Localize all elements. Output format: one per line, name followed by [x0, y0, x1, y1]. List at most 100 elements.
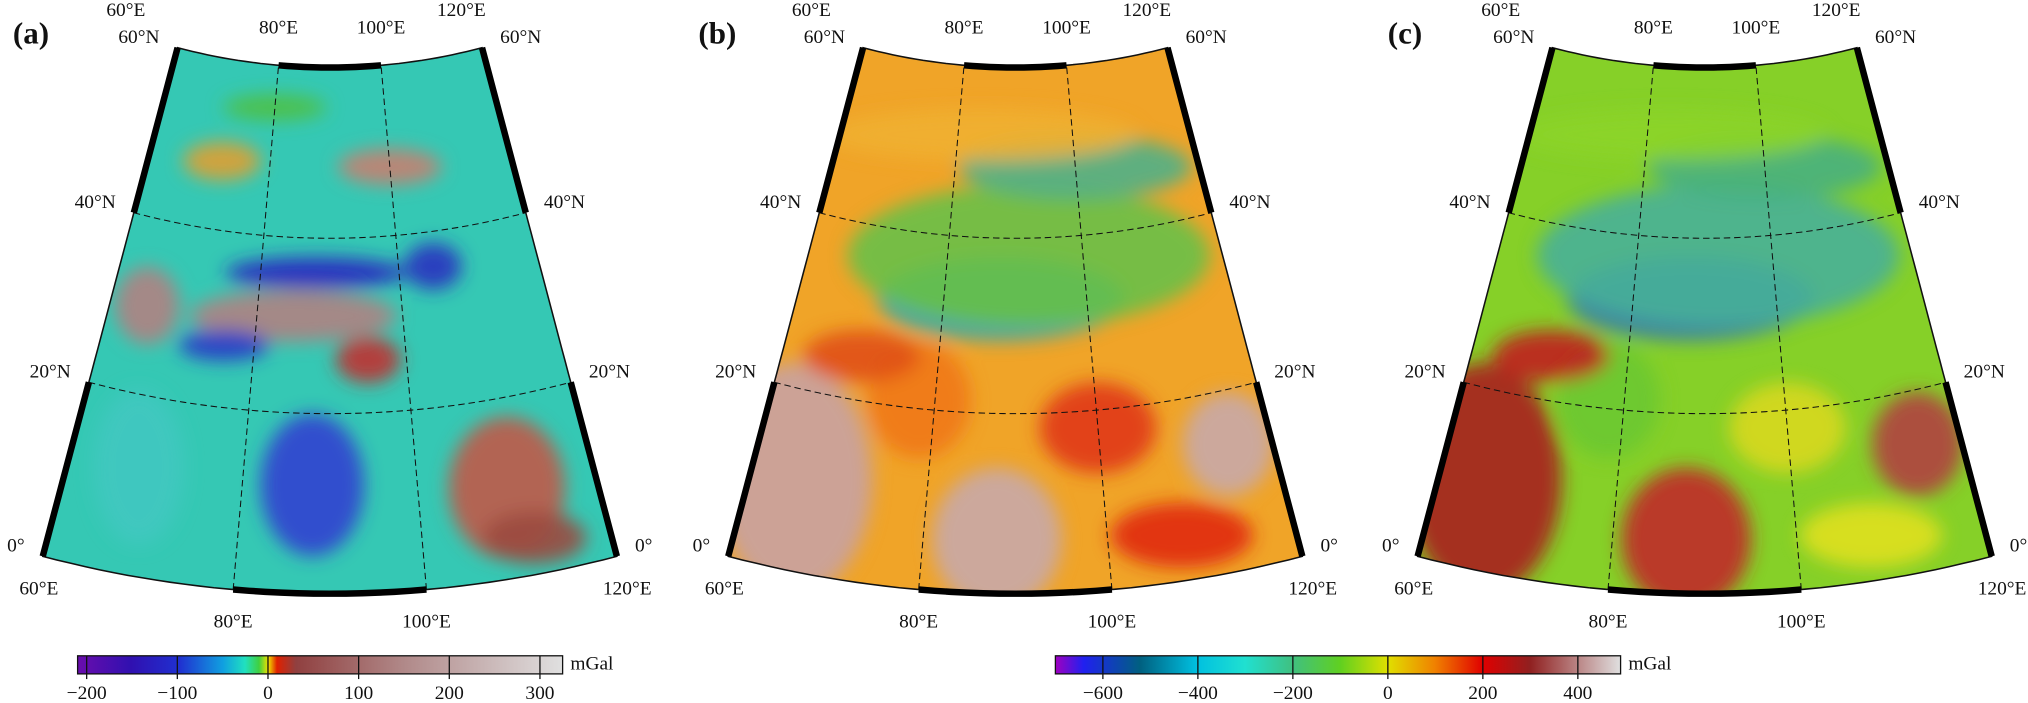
meridian — [1607, 65, 1654, 590]
lat-label-right: 60°N — [1186, 27, 1227, 48]
map-feature — [114, 266, 180, 345]
lat-label-right: 20°N — [589, 362, 630, 383]
meridian — [1755, 65, 1802, 590]
lon-label-bottom: 120°E — [603, 578, 652, 599]
frame-bold — [278, 62, 382, 71]
map-feature — [1492, 330, 1609, 382]
lat-label-left: 60°N — [118, 27, 159, 48]
colorbar-tick-label: 0 — [1383, 683, 1393, 703]
lon-label-top: 120°E — [1122, 0, 1171, 21]
parallel — [1463, 381, 1946, 415]
map-feature — [1110, 502, 1253, 568]
parallel — [88, 381, 571, 415]
lat-label-right: 40°N — [1229, 192, 1270, 213]
lat-label-left: 0° — [693, 536, 710, 557]
map-feature — [404, 242, 462, 290]
lat-label-left: 60°N — [804, 27, 845, 48]
frame-bold — [816, 46, 867, 214]
frame-bold — [1653, 62, 1757, 71]
frame-bold — [918, 586, 1113, 597]
map-feature — [825, 108, 1137, 161]
map-feature — [178, 329, 270, 361]
lon-label-top: 100°E — [1042, 18, 1091, 39]
lon-label-top: 120°E — [1812, 0, 1861, 21]
map-panel: (b) 60°E 60°E 80°E 80°E 100°E 100°E 120°E 120°E 0… — [693, 0, 1338, 633]
map-feature — [225, 257, 407, 289]
colorbar-tick-label: −600 — [1083, 683, 1123, 703]
map-feature — [189, 289, 397, 342]
lat-label-left: 20°N — [30, 362, 71, 383]
lat-label-right: 40°N — [1919, 192, 1960, 213]
lon-label-bottom: 80°E — [214, 612, 253, 633]
map-panel: (c) 60°E 60°E 80°E 80°E 100°E 100°E 120°E 120°E 0… — [1382, 0, 2027, 633]
colorbar-tick-label: 100 — [344, 683, 373, 703]
map-feature — [1537, 184, 1900, 327]
colorbar-tick-label: −200 — [1273, 683, 1313, 703]
frame-bold — [130, 46, 181, 214]
lat-label-left: 0° — [7, 536, 24, 557]
frame-bold — [232, 586, 427, 597]
map-features — [1417, 108, 1963, 594]
lon-label-bottom: 60°E — [705, 578, 744, 599]
parallel — [133, 212, 526, 239]
frame-bold — [1253, 381, 1306, 558]
lat-label-left: 40°N — [75, 192, 116, 213]
colorbar-unit: mGal — [570, 653, 613, 674]
map-feature — [223, 94, 327, 121]
frame-bold — [1942, 381, 1995, 558]
map-image — [1417, 47, 1992, 594]
colorbar-tick-label: 200 — [1468, 683, 1497, 703]
lon-label-top: 100°E — [357, 18, 406, 39]
lon-label-top: 60°E — [1481, 0, 1520, 21]
lon-label-top: 80°E — [945, 18, 984, 39]
lat-label-left: 40°N — [760, 192, 801, 213]
frame-bold — [1414, 381, 1467, 558]
lon-label-bottom: 100°E — [402, 612, 451, 633]
parallel — [1508, 212, 1901, 239]
lat-label-right: 60°N — [1875, 27, 1916, 48]
lon-label-top: 80°E — [1634, 18, 1673, 39]
map-feature — [1621, 467, 1751, 594]
frame-bold — [39, 381, 93, 558]
lat-label-right: 0° — [1320, 536, 1337, 557]
map-feature — [803, 330, 920, 382]
lat-label-left: 20°N — [1404, 362, 1445, 383]
lon-label-top: 80°E — [259, 18, 298, 39]
frame-bold — [1164, 46, 1215, 214]
meridian — [232, 65, 280, 590]
map-feature — [335, 336, 401, 383]
lat-label-left: 40°N — [1449, 192, 1490, 213]
map-panel: (a) 60°E 60°E 80°E 80°E 100°E 100°E 120°E 120°E 0… — [7, 0, 652, 633]
lat-label-right: 0° — [635, 536, 652, 557]
parallel — [819, 212, 1212, 239]
lat-label-right: 40°N — [544, 192, 585, 213]
map-feature — [728, 362, 873, 594]
lat-label-right: 20°N — [1964, 362, 2005, 383]
map-feature — [1182, 392, 1274, 496]
lon-label-bottom: 120°E — [1288, 578, 1337, 599]
map-feature — [183, 141, 261, 181]
colorbar-tick-label: 300 — [525, 683, 554, 703]
colorbar-tick-label: 400 — [1563, 683, 1592, 703]
map-feature — [1872, 392, 1963, 496]
lon-label-bottom: 60°E — [19, 578, 58, 599]
colorbar-tick-label: −400 — [1178, 683, 1218, 703]
panel-label: (c) — [1388, 15, 1422, 50]
map-feature — [93, 389, 184, 545]
colorbar: −600 −400 −200 0 200 400 mGal — [1054, 653, 1671, 703]
meridian — [380, 65, 427, 590]
meridian — [1066, 65, 1113, 590]
lon-label-top: 60°E — [106, 0, 145, 21]
lat-label-right: 60°N — [500, 27, 541, 48]
map-image — [728, 47, 1303, 594]
colorbar: −200 −100 0 100 200 300 mGal — [67, 653, 614, 703]
frame-bold — [478, 46, 529, 214]
panel-label: (a) — [13, 15, 49, 50]
frame-bold — [1853, 46, 1904, 214]
map-feature — [1039, 382, 1157, 474]
colorbar-tick-label: −100 — [157, 683, 197, 703]
frame-bold — [1505, 46, 1556, 214]
frame-bold — [963, 62, 1067, 71]
